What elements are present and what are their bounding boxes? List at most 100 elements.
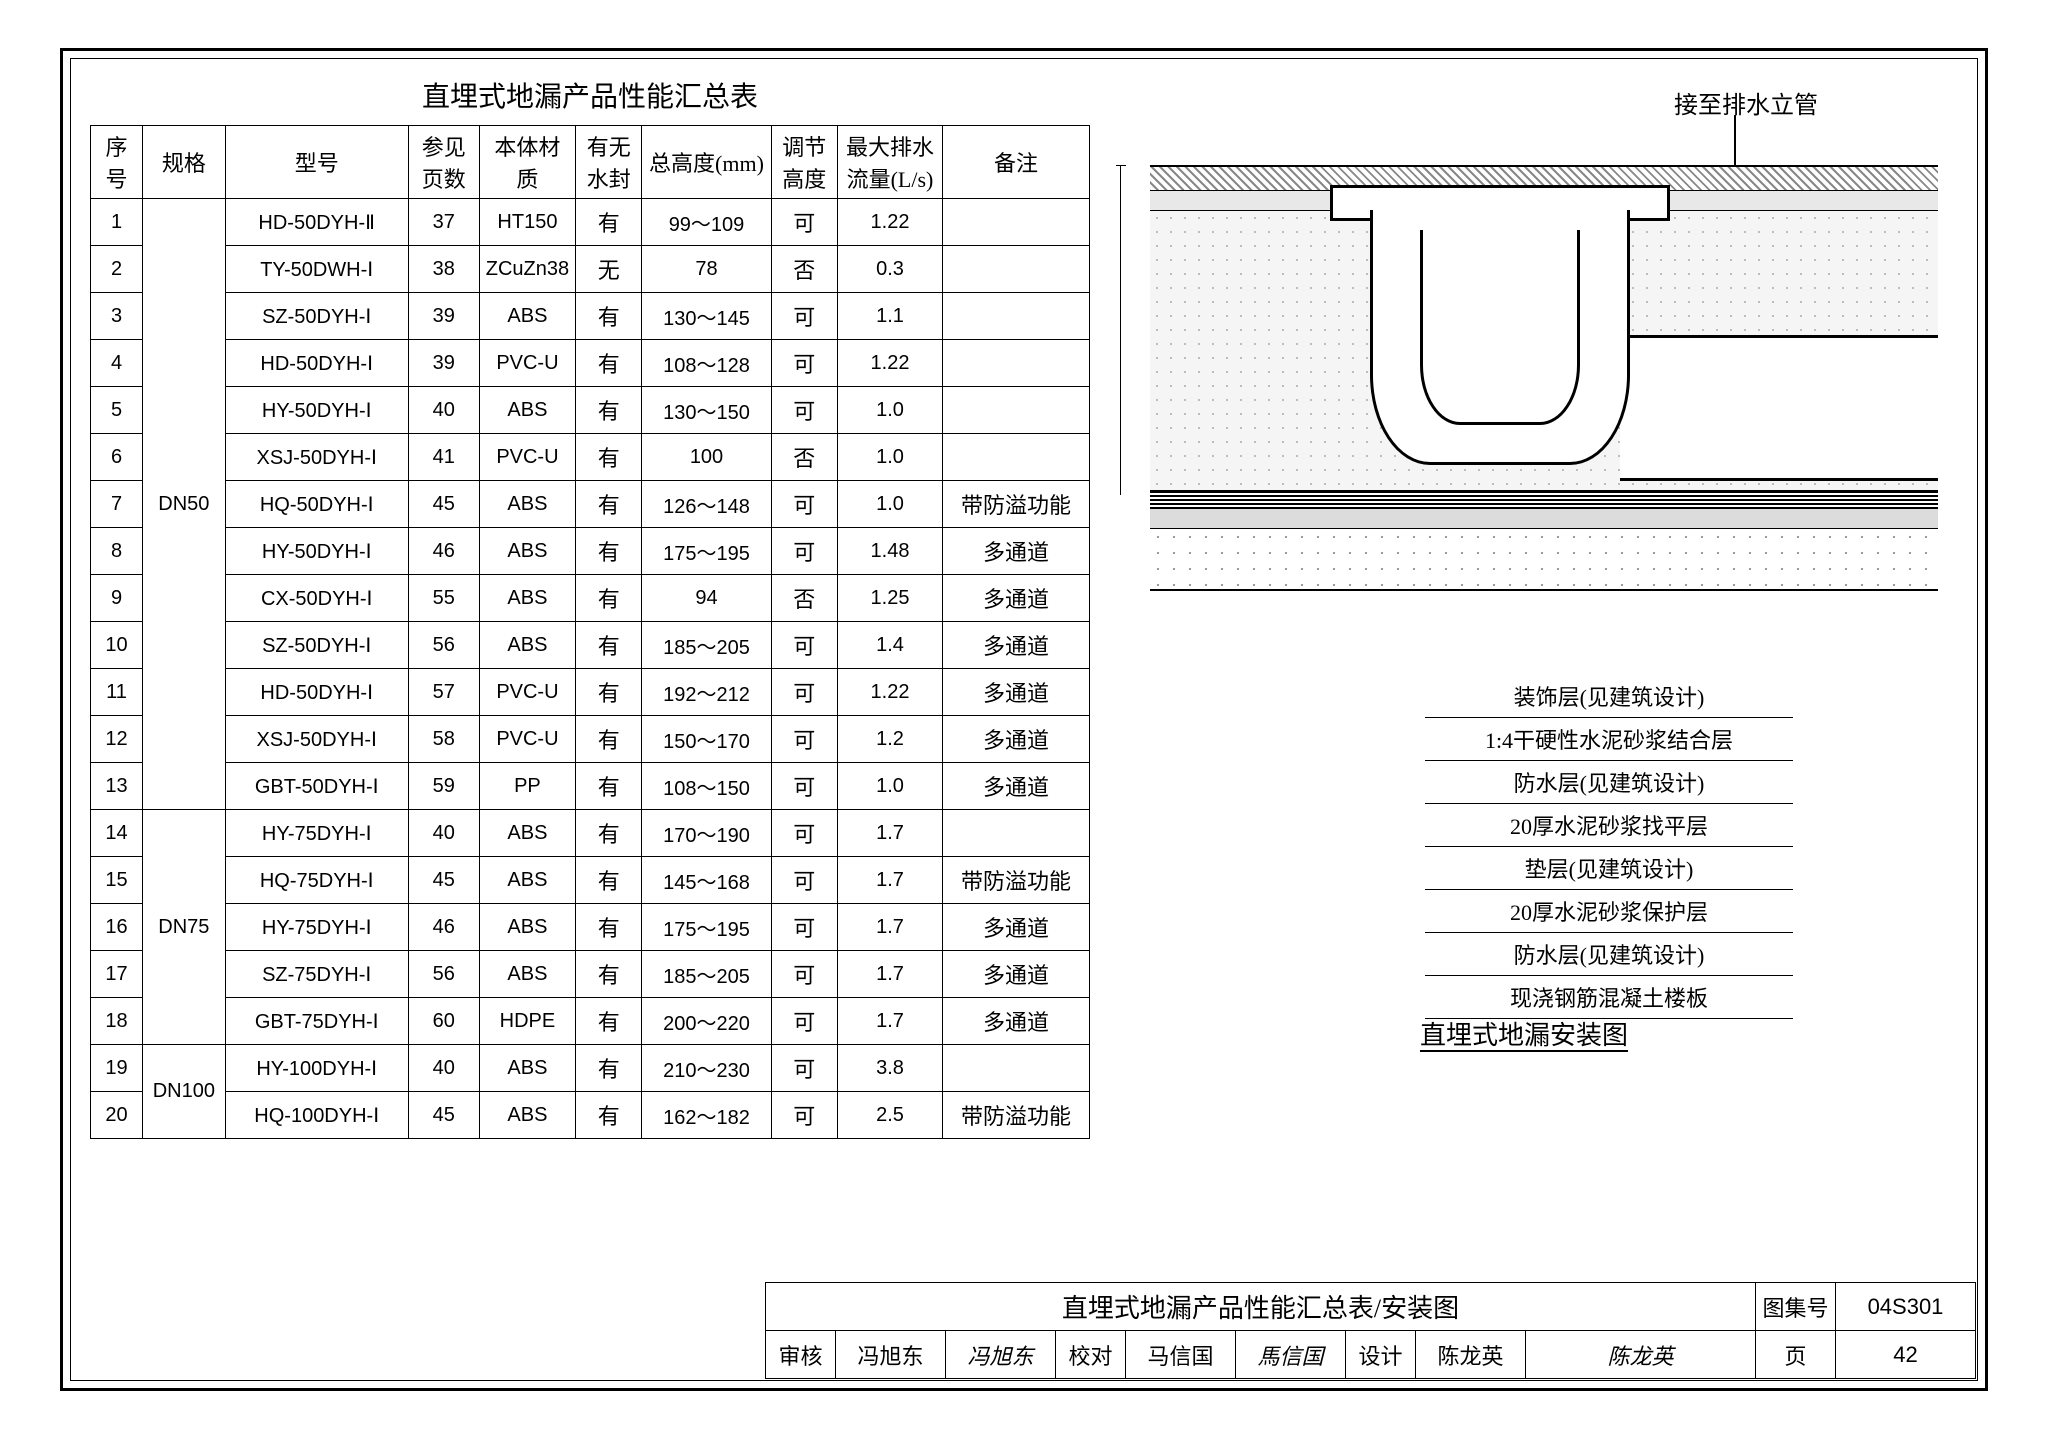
table-cell: 56 bbox=[408, 951, 479, 998]
table-cell: DN50 bbox=[143, 199, 226, 810]
title-block: 直埋式地漏产品性能汇总表/安装图 图集号 04S301 审核 冯旭东 冯旭东 校… bbox=[765, 1282, 1976, 1379]
setno-value: 04S301 bbox=[1836, 1283, 1976, 1331]
table-cell: 可 bbox=[771, 763, 837, 810]
table-cell: HY-75DYH-Ⅰ bbox=[225, 810, 408, 857]
table-cell: 可 bbox=[771, 904, 837, 951]
table-cell: 56 bbox=[408, 622, 479, 669]
table-cell: 有 bbox=[576, 622, 642, 669]
table-cell: 10 bbox=[91, 622, 143, 669]
th-h: 总高度(mm) bbox=[642, 126, 771, 199]
table-cell: 38 bbox=[408, 246, 479, 293]
layer-label: 装饰层(见建筑设计) bbox=[1425, 675, 1793, 718]
design-sign: 陈龙英 bbox=[1526, 1331, 1756, 1379]
th-mat: 本体材质 bbox=[479, 126, 575, 199]
table-cell: 1 bbox=[91, 199, 143, 246]
table-row: 11HD-50DYH-Ⅰ57PVC-U有192～212可1.22多通道 bbox=[91, 669, 1090, 716]
table-cell: HY-75DYH-Ⅰ bbox=[225, 904, 408, 951]
table-row: 3SZ-50DYH-Ⅰ39ABS有130～145可1.1 bbox=[91, 293, 1090, 340]
table-cell: ABS bbox=[479, 1045, 575, 1092]
table-cell: 有 bbox=[576, 528, 642, 575]
table-cell: 78 bbox=[642, 246, 771, 293]
table-cell bbox=[943, 1045, 1090, 1092]
table-cell: 多通道 bbox=[943, 669, 1090, 716]
review-label: 审核 bbox=[766, 1331, 836, 1379]
table-cell: SZ-50DYH-Ⅰ bbox=[225, 622, 408, 669]
table-cell: 有 bbox=[576, 998, 642, 1045]
table-cell: 57 bbox=[408, 669, 479, 716]
table-cell: 20 bbox=[91, 1092, 143, 1139]
page-value: 42 bbox=[1836, 1331, 1976, 1379]
table-cell: 有 bbox=[576, 575, 642, 622]
table-cell: 1.2 bbox=[837, 716, 942, 763]
table-cell: 可 bbox=[771, 810, 837, 857]
table-cell: 46 bbox=[408, 904, 479, 951]
table-cell: 14 bbox=[91, 810, 143, 857]
table-cell: 1.48 bbox=[837, 528, 942, 575]
design-name: 陈龙英 bbox=[1416, 1331, 1526, 1379]
table-cell: 3 bbox=[91, 293, 143, 340]
table-cell: ABS bbox=[479, 293, 575, 340]
table-cell: 否 bbox=[771, 575, 837, 622]
table-cell: 无 bbox=[576, 246, 642, 293]
table-row: 2TY-50DWH-Ⅰ38ZCuZn38无78否0.3 bbox=[91, 246, 1090, 293]
table-cell: 130～145 bbox=[642, 293, 771, 340]
review-name: 冯旭东 bbox=[836, 1331, 946, 1379]
floor-drain bbox=[1350, 185, 1650, 485]
table-cell: 有 bbox=[576, 387, 642, 434]
drawing-title: 直埋式地漏产品性能汇总表/安装图 bbox=[766, 1283, 1756, 1331]
table-cell: 17 bbox=[91, 951, 143, 998]
table-cell: HD-50DYH-Ⅰ bbox=[225, 340, 408, 387]
table-cell: 可 bbox=[771, 622, 837, 669]
table-cell: PVC-U bbox=[479, 716, 575, 763]
table-cell: 多通道 bbox=[943, 904, 1090, 951]
table-cell: 16 bbox=[91, 904, 143, 951]
table-cell bbox=[943, 434, 1090, 481]
table-cell: 多通道 bbox=[943, 716, 1090, 763]
table-cell bbox=[943, 340, 1090, 387]
table-cell: 可 bbox=[771, 387, 837, 434]
table-cell: HD-50DYH-Ⅱ bbox=[225, 199, 408, 246]
table-cell: 19 bbox=[91, 1045, 143, 1092]
table-cell: HY-50DYH-Ⅰ bbox=[225, 387, 408, 434]
table-cell: 2.5 bbox=[837, 1092, 942, 1139]
table-cell: 1.7 bbox=[837, 951, 942, 998]
layer-label: 20厚水泥砂浆保护层 bbox=[1425, 890, 1793, 933]
table-cell: 7 bbox=[91, 481, 143, 528]
table-cell: PP bbox=[479, 763, 575, 810]
layer-label: 防水层(见建筑设计) bbox=[1425, 761, 1793, 804]
table-cell: 108～150 bbox=[642, 763, 771, 810]
table-cell: 可 bbox=[771, 481, 837, 528]
table-cell: 55 bbox=[408, 575, 479, 622]
table-cell: 多通道 bbox=[943, 998, 1090, 1045]
table-cell: 带防溢功能 bbox=[943, 1092, 1090, 1139]
table-cell bbox=[943, 199, 1090, 246]
table-row: 4HD-50DYH-Ⅰ39PVC-U有108～128可1.22 bbox=[91, 340, 1090, 387]
check-name: 马信国 bbox=[1126, 1331, 1236, 1379]
design-label: 设计 bbox=[1346, 1331, 1416, 1379]
table-cell: 多通道 bbox=[943, 528, 1090, 575]
section-diagram bbox=[1150, 165, 1938, 635]
layer-label: 20厚水泥砂浆找平层 bbox=[1425, 804, 1793, 847]
table-cell: 58 bbox=[408, 716, 479, 763]
table-cell: HQ-50DYH-Ⅰ bbox=[225, 481, 408, 528]
table-cell: 37 bbox=[408, 199, 479, 246]
table-row: 17SZ-75DYH-Ⅰ56ABS有185～205可1.7多通道 bbox=[91, 951, 1090, 998]
table-cell: 200～220 bbox=[642, 998, 771, 1045]
table-cell: 108～128 bbox=[642, 340, 771, 387]
table-cell: 有 bbox=[576, 434, 642, 481]
table-row: 12XSJ-50DYH-Ⅰ58PVC-U有150～170可1.2多通道 bbox=[91, 716, 1090, 763]
table-cell: 192～212 bbox=[642, 669, 771, 716]
table-cell: 150～170 bbox=[642, 716, 771, 763]
table-cell: 3.8 bbox=[837, 1045, 942, 1092]
table-cell: 15 bbox=[91, 857, 143, 904]
table-cell: 1.7 bbox=[837, 904, 942, 951]
table-cell: ABS bbox=[479, 810, 575, 857]
table-row: 13GBT-50DYH-Ⅰ59PP有108～150可1.0多通道 bbox=[91, 763, 1090, 810]
table-cell: SZ-50DYH-Ⅰ bbox=[225, 293, 408, 340]
table-cell: 4 bbox=[91, 340, 143, 387]
table-cell: HD-50DYH-Ⅰ bbox=[225, 669, 408, 716]
check-sign: 馬信国 bbox=[1236, 1331, 1346, 1379]
table-cell: 100 bbox=[642, 434, 771, 481]
table-cell: 41 bbox=[408, 434, 479, 481]
table-cell: 1.25 bbox=[837, 575, 942, 622]
